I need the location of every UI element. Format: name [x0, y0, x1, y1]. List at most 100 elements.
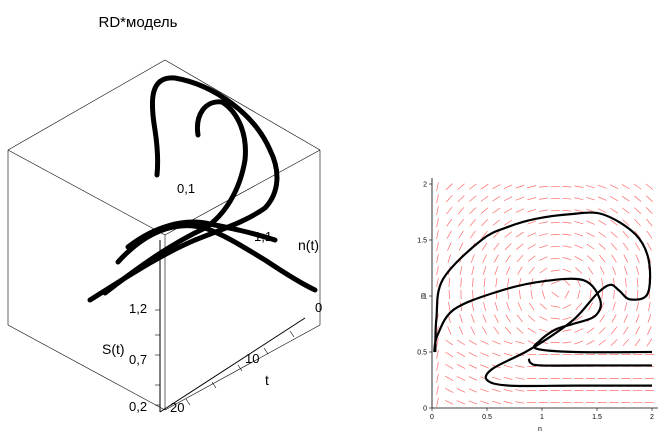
field-arrow [610, 339, 618, 346]
y-tick-label: 1 [423, 294, 427, 301]
field-arrow [562, 233, 572, 236]
field-arrow [562, 341, 572, 344]
field-arrow [469, 219, 477, 227]
axis-label-n: n(t) [298, 237, 319, 253]
field-arrow [574, 209, 584, 213]
phase-trajectory-2 [433, 277, 653, 354]
field-arrow [471, 302, 475, 312]
field-arrow [562, 268, 572, 273]
field-arrow [550, 257, 560, 260]
phase-trajectory-3 [527, 358, 652, 367]
x-tick-label: 0 [430, 414, 434, 421]
field-arrow [436, 373, 439, 383]
field-arrow [574, 328, 583, 333]
field-arrow [456, 400, 466, 405]
field-arrow [506, 302, 510, 311]
field-arrow [436, 397, 439, 407]
field-arrow [527, 197, 537, 201]
field-arrow [574, 197, 584, 200]
field-arrow [622, 219, 630, 226]
field-arrow [480, 183, 489, 190]
field-arrow [493, 242, 500, 251]
field-arrow [503, 401, 513, 404]
field-arrow [575, 302, 582, 311]
field-arrow [527, 220, 537, 225]
field-arrow [587, 266, 594, 275]
field-arrow [507, 278, 510, 288]
trajectory-3d-4 [125, 219, 278, 250]
chart-3d: RD*модель [7, 14, 322, 415]
field-arrow [516, 327, 524, 334]
field-arrow [436, 194, 439, 204]
field-arrow [564, 290, 570, 299]
field-arrow [503, 376, 513, 380]
field-arrow [586, 327, 595, 334]
field-arrow [503, 184, 513, 189]
field-arrow [550, 317, 560, 320]
field-arrow [635, 326, 641, 335]
field-arrow [468, 364, 478, 369]
field-arrow [610, 326, 618, 335]
s-tick-1: 0,7 [129, 352, 147, 367]
field-arrow [483, 302, 486, 311]
field-arrow [562, 209, 572, 212]
field-arrow [646, 218, 653, 227]
field-arrow [493, 254, 499, 263]
field-arrow [551, 291, 560, 298]
field-arrow [458, 326, 464, 335]
field-arrow [622, 231, 630, 239]
field-arrow [609, 184, 619, 189]
field-arrow [470, 326, 476, 335]
field-arrow [574, 221, 584, 225]
field-arrow [550, 341, 560, 344]
field-arrow [527, 232, 536, 237]
field-arrow [527, 208, 537, 213]
field-arrow [515, 184, 525, 189]
field-arrow [624, 278, 627, 288]
field-arrow [445, 339, 454, 346]
field-arrow [586, 196, 595, 201]
field-arrow [515, 196, 525, 201]
field-arrow [541, 290, 546, 299]
field-arrow [515, 401, 525, 404]
field-arrow [516, 243, 524, 250]
field-arrow [436, 230, 439, 240]
field-arrow [445, 183, 453, 191]
field-arrow [538, 233, 548, 237]
field-arrow [635, 314, 640, 323]
field-arrow [623, 326, 629, 335]
field-arrow [472, 278, 474, 288]
field-arrow [480, 207, 489, 214]
x-tick-label: 1 [540, 414, 544, 421]
field-arrow [468, 339, 477, 345]
axis-frame-3d [159, 240, 306, 413]
field-arrow [622, 207, 630, 214]
field-arrow [460, 278, 462, 288]
trajectory-3d-1 [87, 75, 280, 303]
field-arrow [480, 388, 489, 393]
field-arrow [562, 257, 572, 260]
field-arrow [540, 278, 546, 287]
s-tick-2: 1,2 [129, 301, 147, 316]
field-arrow [539, 256, 548, 261]
field-arrow [456, 364, 466, 369]
field-arrow [468, 376, 478, 381]
field-arrow [598, 327, 606, 334]
field-arrow [610, 207, 619, 214]
t-tick-0: 0 [315, 300, 322, 315]
field-arrow [492, 352, 501, 357]
field-arrow [646, 338, 653, 347]
field-arrow [538, 221, 548, 224]
field-arrow [445, 400, 454, 405]
field-arrow [517, 266, 523, 275]
field-arrow [598, 208, 607, 213]
field-arrow [470, 254, 475, 263]
chart-3d-title: RD*модель [99, 14, 178, 31]
field-arrow [491, 376, 501, 381]
field-arrow [528, 266, 535, 275]
field-arrow [597, 184, 607, 189]
field-arrow [621, 195, 630, 202]
field-arrow [515, 208, 525, 213]
field-arrow [494, 302, 498, 311]
